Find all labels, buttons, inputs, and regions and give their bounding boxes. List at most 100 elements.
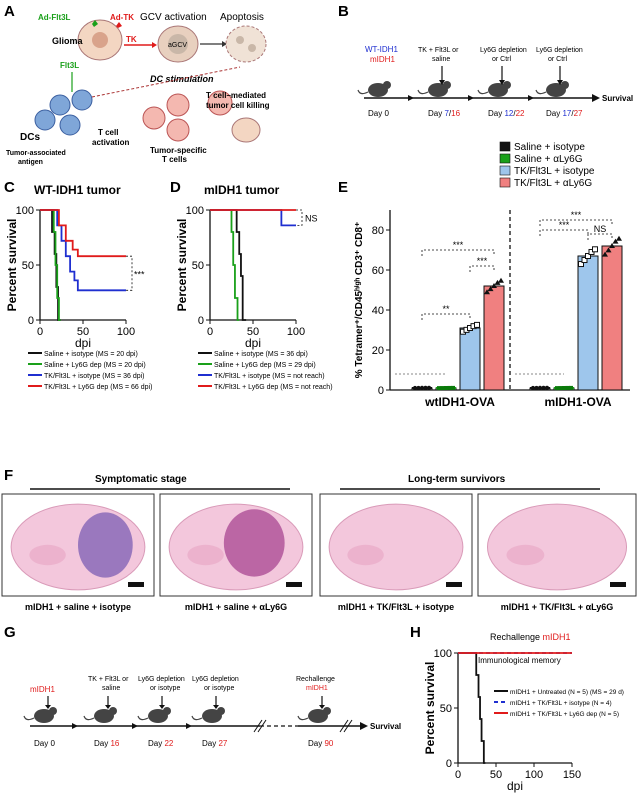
e-point bbox=[416, 385, 421, 391]
panel-letter-e: E bbox=[338, 179, 348, 196]
panel-letter-b: B bbox=[338, 3, 349, 20]
f-stage-symptomatic: Symptomatic stage bbox=[95, 474, 187, 485]
g-step4-b: mIDH1 bbox=[306, 685, 328, 692]
e-point bbox=[412, 385, 418, 391]
panel-a-schematic: Glioma Ad-Flt3L Ad-TK TK aGCV GCV activa… bbox=[6, 12, 270, 166]
g-mouse-icon-0-body bbox=[34, 709, 54, 723]
virus-icon-2 bbox=[92, 20, 98, 27]
d-series-2 bbox=[210, 209, 296, 227]
label-tcell-killing-2: tumor cell killing bbox=[206, 101, 270, 110]
e-point bbox=[494, 279, 501, 285]
b-step3-b: or Ctrl bbox=[548, 56, 568, 63]
b-day-mut-2: 22 bbox=[516, 109, 525, 118]
e-point bbox=[419, 385, 425, 391]
g-step3-a: Ly6G depletion bbox=[192, 676, 239, 683]
g-mouse-icon-4-head bbox=[323, 707, 331, 715]
label-gcv-activation: GCV activation bbox=[140, 12, 207, 23]
e-point bbox=[605, 247, 612, 253]
panel-letter-d: D bbox=[170, 179, 181, 196]
g-day-pre-0: Day 0 bbox=[34, 739, 55, 748]
g-mouse-icon-1-tail bbox=[83, 715, 95, 721]
g-mouse-icon-3-tail bbox=[191, 715, 203, 721]
d-xtick-label: 100 bbox=[287, 326, 305, 338]
label-activation: activation bbox=[92, 138, 129, 147]
f-caption-3: mIDH1 + TK/Flt3L + αLy6G bbox=[501, 602, 614, 612]
label-tumor-associated: Tumor-associated bbox=[6, 150, 66, 157]
g-mouse-icon-2-body bbox=[148, 709, 168, 723]
c-series-2 bbox=[40, 209, 126, 292]
dc-cluster-icon bbox=[34, 89, 93, 136]
e-sig-2 bbox=[469, 265, 495, 272]
e-bar-0-3 bbox=[483, 285, 505, 391]
e-point bbox=[451, 385, 455, 390]
label-glioma: Glioma bbox=[52, 36, 84, 46]
e-legend-label-2: TK/Flt3L + isotype bbox=[514, 166, 595, 177]
e-bar-0-2 bbox=[459, 327, 481, 391]
g-mouse-icon-2 bbox=[137, 707, 171, 723]
label-ad-tk: Ad-TK bbox=[110, 13, 134, 22]
b-mouse-icon-3-tail bbox=[535, 89, 547, 95]
g-day-pre-2: Day bbox=[148, 739, 164, 748]
c-legend-label-0: Saline + isotype (MS = 20 dpi) bbox=[44, 351, 138, 358]
b-step2-b: or Ctrl bbox=[492, 56, 512, 63]
e-point bbox=[565, 385, 570, 390]
d-xtick-label: 0 bbox=[207, 326, 213, 338]
panel-letter-g: G bbox=[4, 624, 16, 641]
e-point bbox=[440, 386, 445, 391]
apoptotic-cell-icon bbox=[225, 25, 267, 63]
e-legend-label-3: TK/Flt3L + αLy6G bbox=[514, 178, 592, 189]
h-legend-label-1: mIDH1 + TK/Flt3L + isotype (N = 4) bbox=[510, 700, 612, 707]
e-ytick-label: 60 bbox=[372, 265, 384, 277]
e-point bbox=[541, 385, 546, 391]
h-ytick-label: 100 bbox=[434, 648, 452, 660]
e-legend-swatch-1 bbox=[499, 153, 511, 164]
c-legend-label-1: Saline + Ly6G dep (MS = 20 dpi) bbox=[44, 362, 146, 369]
f-tumor-mass-1 bbox=[223, 509, 285, 577]
g-mouse-icon-4-tail bbox=[297, 715, 309, 721]
f-scale-bar-0 bbox=[128, 582, 144, 587]
d-legend-label-1: Saline + Ly6G dep (MS = 29 dpi) bbox=[214, 362, 316, 369]
g-step1-a: TK + Flt3L or bbox=[88, 676, 129, 683]
b-day-wt-2: 12 bbox=[504, 109, 513, 118]
c-ylabel: Percent survival bbox=[5, 219, 19, 312]
e-point bbox=[612, 238, 619, 244]
b-step1-a: TK + Flt3L or bbox=[418, 47, 459, 54]
g-break-1 bbox=[253, 719, 263, 733]
c-xtick-label: 100 bbox=[117, 326, 135, 338]
g-down-arrow-head-0 bbox=[45, 705, 51, 709]
e-point bbox=[530, 385, 536, 391]
h-ylabel: Percent survival bbox=[423, 662, 437, 755]
g-mouse-icon-4 bbox=[297, 707, 331, 723]
d-legend-label-0: Saline + isotype (MS = 36 dpi) bbox=[214, 351, 308, 358]
h-rechallenge-red: mIDH1 bbox=[543, 632, 571, 642]
b-mouse-icon-0-tail bbox=[357, 89, 369, 95]
h-legend-label-2: mIDH1 + TK/Flt3L + Ly6G dep (N = 5) bbox=[510, 711, 619, 718]
g-break-4 bbox=[343, 719, 353, 733]
label-dcs: DCs bbox=[20, 132, 40, 143]
dc-stim-line bbox=[91, 66, 241, 98]
g-mouse-icon-1 bbox=[83, 707, 117, 723]
b-day-slash-3: / bbox=[571, 109, 574, 118]
h-xtick-label: 0 bbox=[455, 769, 461, 781]
e-sig-0-label: ** bbox=[442, 304, 450, 314]
c-series-1 bbox=[40, 209, 61, 321]
e-point bbox=[484, 289, 490, 295]
e-point bbox=[447, 385, 452, 390]
panel-letter-c: C bbox=[4, 179, 15, 196]
t-cells-icon bbox=[142, 93, 190, 142]
e-point bbox=[537, 385, 543, 391]
f-brain-lobe-3 bbox=[506, 544, 545, 566]
agcv-icon bbox=[168, 34, 188, 54]
g-day-red-3: 27 bbox=[218, 739, 227, 748]
b-mouse-icon-2-head bbox=[503, 81, 511, 89]
e-point bbox=[426, 385, 432, 391]
label-tumor-specific: Tumor-specific bbox=[150, 146, 207, 155]
b-day-pre-3: Day bbox=[546, 109, 562, 118]
f-brain-section-2 bbox=[328, 503, 464, 591]
c-sig-bracket bbox=[126, 255, 133, 291]
f-brain-lobe-1 bbox=[187, 544, 224, 566]
g-survival: Survival bbox=[370, 722, 401, 731]
b-mouse-icon-1 bbox=[417, 81, 451, 97]
h-memory: Immunological memory bbox=[478, 656, 561, 665]
